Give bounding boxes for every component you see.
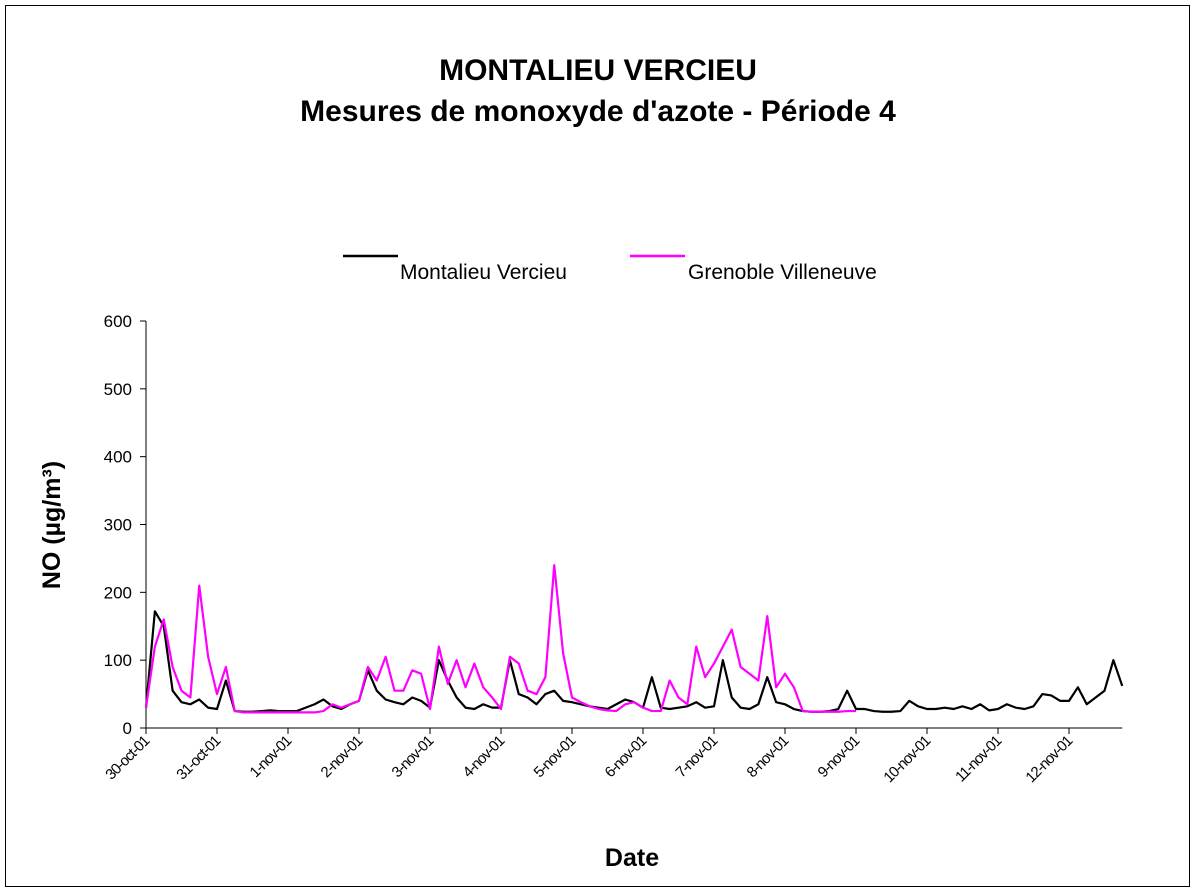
series-line: [144, 564, 856, 714]
legend-label: Grenoble Villeneuve: [688, 261, 877, 284]
chart-subtitle: Mesures de monoxyde d'azote - Période 4: [300, 95, 896, 128]
y-tick-label: 100: [104, 651, 132, 670]
chart-frame: [5, 5, 1190, 887]
y-tick-label: 500: [104, 380, 132, 399]
legend-label: Montalieu Vercieu: [400, 261, 567, 284]
y-tick-label: 600: [104, 312, 132, 331]
chart-title: MONTALIEU VERCIEU: [439, 54, 757, 87]
y-tick-label: 300: [104, 516, 132, 535]
y-tick-label: 400: [104, 448, 132, 467]
x-axis-label: Date: [605, 844, 659, 872]
y-tick-label: 200: [104, 583, 132, 602]
y-tick-label: 0: [123, 719, 132, 738]
y-axis-label: NO (µg/m³): [38, 461, 66, 589]
